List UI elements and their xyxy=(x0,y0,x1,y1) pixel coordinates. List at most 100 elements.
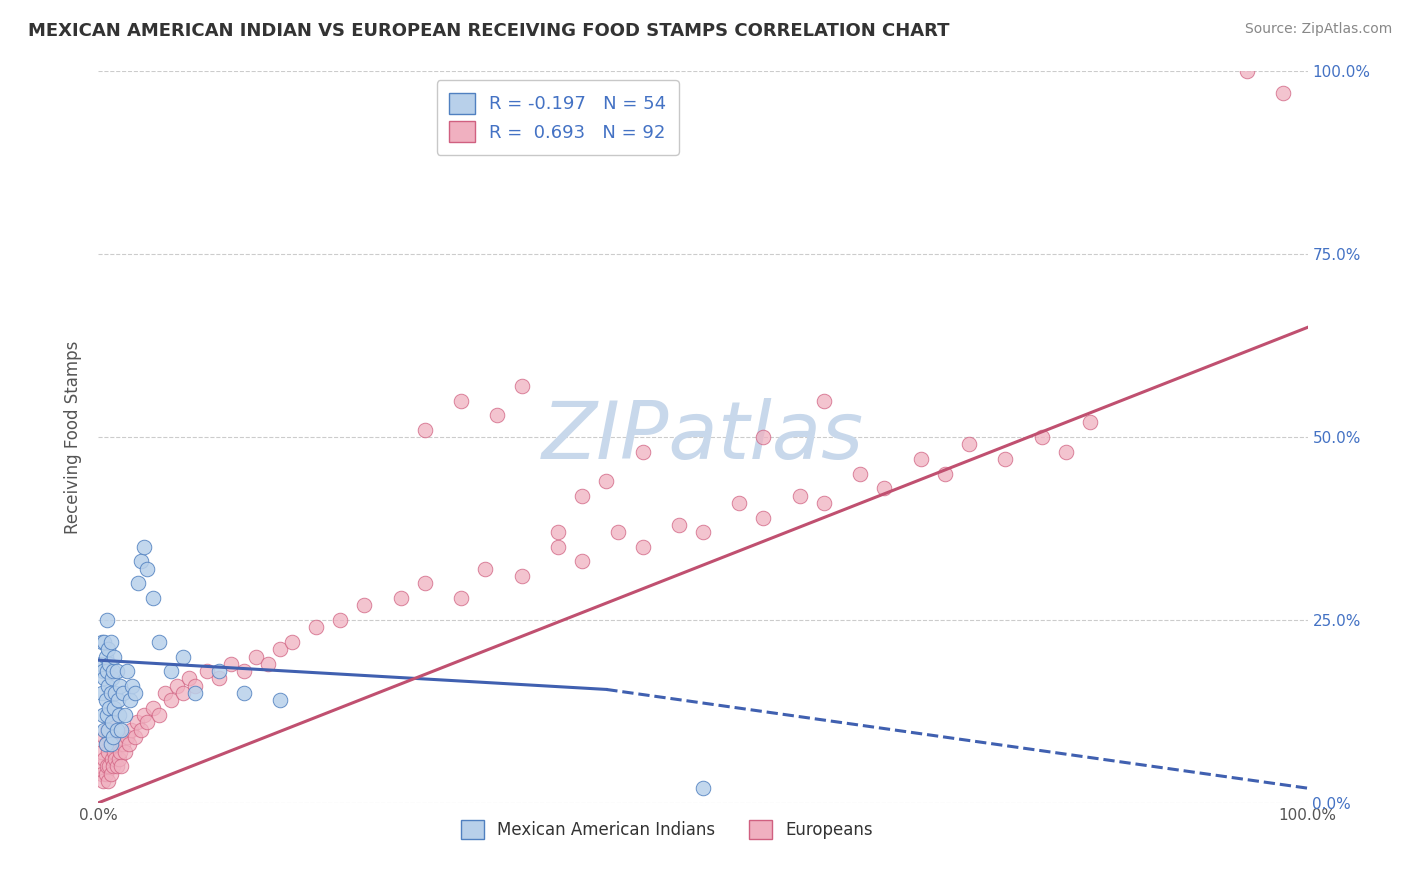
Point xyxy=(98,759,121,773)
Point xyxy=(98,730,121,744)
Point xyxy=(127,715,149,730)
Point xyxy=(110,723,132,737)
Point xyxy=(94,737,117,751)
Point xyxy=(142,591,165,605)
Point xyxy=(595,474,617,488)
Point xyxy=(97,642,120,657)
Point xyxy=(100,715,122,730)
Legend: Mexican American Indians, Europeans: Mexican American Indians, Europeans xyxy=(454,814,880,846)
Point xyxy=(195,664,218,678)
Point xyxy=(100,635,122,649)
Point xyxy=(134,540,156,554)
Point xyxy=(166,679,188,693)
Point xyxy=(134,708,156,723)
Point xyxy=(96,664,118,678)
Point xyxy=(1236,64,1258,78)
Point xyxy=(474,562,496,576)
Point xyxy=(353,599,375,613)
Point xyxy=(571,554,593,568)
Y-axis label: Receiving Food Stamps: Receiving Food Stamps xyxy=(65,341,83,533)
Point xyxy=(994,452,1017,467)
Point xyxy=(849,467,872,481)
Point xyxy=(135,715,157,730)
Point xyxy=(97,773,120,788)
Point xyxy=(413,423,436,437)
Point xyxy=(232,664,254,678)
Point xyxy=(153,686,176,700)
Point xyxy=(148,635,170,649)
Point xyxy=(813,393,835,408)
Point xyxy=(93,635,115,649)
Point xyxy=(105,723,128,737)
Point xyxy=(142,700,165,714)
Point xyxy=(208,664,231,678)
Point xyxy=(107,693,129,707)
Point xyxy=(91,745,114,759)
Point xyxy=(91,773,114,788)
Point xyxy=(100,672,122,686)
Text: MEXICAN AMERICAN INDIAN VS EUROPEAN RECEIVING FOOD STAMPS CORRELATION CHART: MEXICAN AMERICAN INDIAN VS EUROPEAN RECE… xyxy=(28,22,949,40)
Point xyxy=(103,745,125,759)
Point xyxy=(93,723,115,737)
Point xyxy=(486,408,509,422)
Point xyxy=(91,686,114,700)
Point xyxy=(135,562,157,576)
Point xyxy=(607,525,630,540)
Point xyxy=(124,686,146,700)
Point xyxy=(93,730,115,744)
Point xyxy=(668,517,690,532)
Point xyxy=(94,766,117,780)
Point xyxy=(1078,416,1101,430)
Point xyxy=(305,620,328,634)
Point xyxy=(100,766,122,780)
Point xyxy=(1054,444,1077,458)
Point xyxy=(94,649,117,664)
Point xyxy=(108,745,131,759)
Point xyxy=(97,723,120,737)
Point xyxy=(117,730,139,744)
Point xyxy=(221,657,243,671)
Point xyxy=(100,737,122,751)
Point xyxy=(510,569,533,583)
Point xyxy=(91,708,114,723)
Point xyxy=(631,444,654,458)
Point xyxy=(93,672,115,686)
Point xyxy=(910,452,932,467)
Point xyxy=(510,379,533,393)
Point xyxy=(232,686,254,700)
Point xyxy=(184,679,207,693)
Point xyxy=(114,745,136,759)
Point xyxy=(413,576,436,591)
Point xyxy=(104,752,127,766)
Point xyxy=(571,489,593,503)
Point xyxy=(101,730,124,744)
Point xyxy=(105,759,128,773)
Point xyxy=(100,737,122,751)
Point xyxy=(934,467,956,481)
Point xyxy=(104,686,127,700)
Point xyxy=(118,737,141,751)
Point xyxy=(631,540,654,554)
Point xyxy=(114,708,136,723)
Point xyxy=(100,686,122,700)
Point xyxy=(547,525,569,540)
Point xyxy=(129,723,152,737)
Point xyxy=(752,430,775,444)
Point xyxy=(94,693,117,707)
Point xyxy=(117,664,139,678)
Point xyxy=(124,730,146,744)
Point xyxy=(148,708,170,723)
Point xyxy=(1272,87,1295,101)
Point xyxy=(789,489,811,503)
Point xyxy=(98,700,121,714)
Point xyxy=(692,525,714,540)
Point xyxy=(172,649,194,664)
Point xyxy=(97,745,120,759)
Point xyxy=(96,708,118,723)
Point xyxy=(91,766,114,780)
Point xyxy=(90,657,112,671)
Point xyxy=(118,693,141,707)
Point xyxy=(94,737,117,751)
Point xyxy=(120,723,142,737)
Point xyxy=(269,642,291,657)
